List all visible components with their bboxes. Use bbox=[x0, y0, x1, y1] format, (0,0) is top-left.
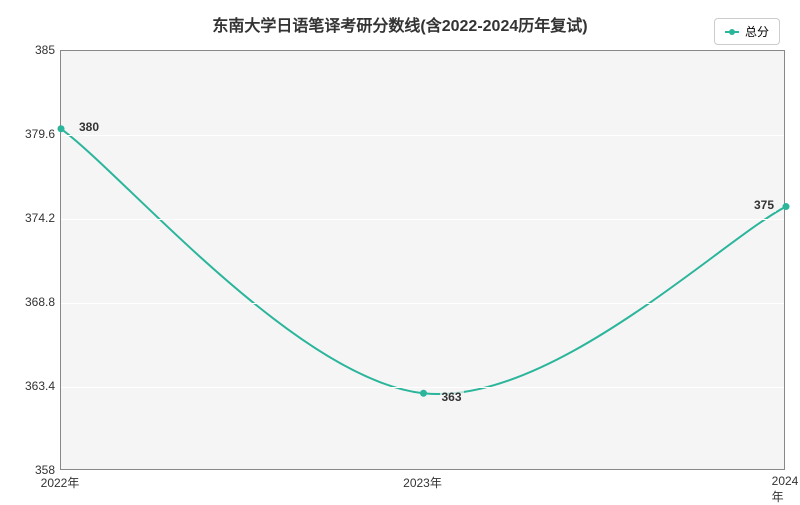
plot-area: 380 363 375 bbox=[60, 50, 785, 470]
data-label: 375 bbox=[752, 198, 776, 212]
data-label: 363 bbox=[439, 390, 463, 404]
y-tick-label: 379.6 bbox=[25, 127, 55, 141]
legend-label: 总分 bbox=[745, 23, 769, 40]
y-tick-label: 363.4 bbox=[25, 379, 55, 393]
series-line bbox=[61, 129, 786, 394]
legend-line bbox=[725, 31, 739, 33]
grid-line bbox=[61, 387, 784, 388]
x-tick-label: 2022年 bbox=[41, 474, 80, 491]
chart-title: 东南大学日语笔译考研分数线(含2022-2024历年复试) bbox=[212, 12, 587, 36]
grid-line bbox=[61, 219, 784, 220]
line-layer bbox=[61, 51, 784, 469]
legend: 总分 bbox=[714, 18, 780, 45]
y-tick-label: 385 bbox=[35, 43, 55, 57]
grid-line bbox=[61, 135, 784, 136]
data-point bbox=[58, 125, 65, 132]
data-label: 380 bbox=[77, 120, 101, 134]
legend-dot-icon bbox=[729, 29, 735, 35]
data-point bbox=[783, 203, 790, 210]
y-tick-label: 374.2 bbox=[25, 211, 55, 225]
chart-container: 东南大学日语笔译考研分数线(含2022-2024历年复试) 总分 3803633… bbox=[0, 0, 800, 500]
y-tick-label: 368.8 bbox=[25, 295, 55, 309]
x-tick-label: 2023年 bbox=[403, 474, 442, 491]
x-tick-label: 2024年 bbox=[772, 474, 799, 505]
grid-line bbox=[61, 303, 784, 304]
data-point bbox=[420, 390, 427, 397]
